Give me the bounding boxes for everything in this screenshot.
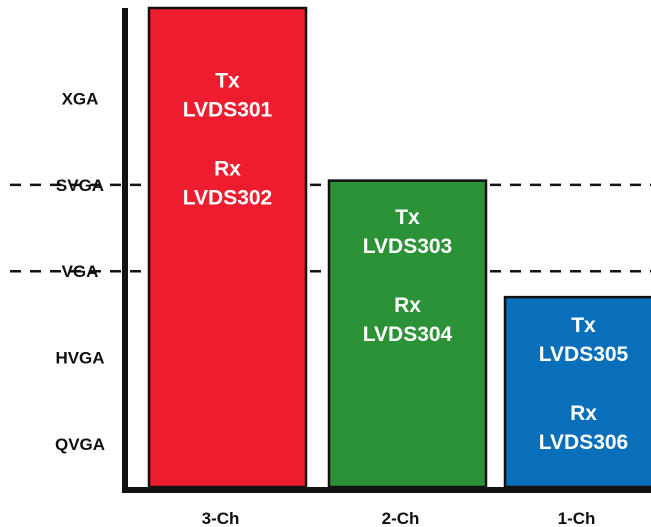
y-tick-label-xga: XGA	[62, 90, 99, 109]
bars	[147, 6, 651, 489]
bar-label-1-ch-2: Rx	[570, 402, 597, 425]
bar-label-3-ch-0: Tx	[215, 70, 240, 93]
bar-3-ch	[147, 6, 308, 489]
bar-2-ch	[327, 179, 488, 489]
y-tick-label-hvga: HVGA	[55, 349, 104, 368]
bar-label-2-ch-0: Tx	[395, 206, 420, 229]
x-tick-label-2-ch: 2-Ch	[382, 509, 420, 527]
axes	[122, 8, 651, 493]
x-tick-label-3-ch: 3-Ch	[202, 509, 240, 527]
bar-label-3-ch-3: LVDS302	[183, 187, 273, 210]
x-tick-label-1-ch: 1-Ch	[558, 509, 596, 527]
bar-label-3-ch-2: Rx	[214, 158, 241, 181]
bar-labels: Tx LVDS301 Rx LVDS302 Tx LVDS303 Rx LVDS304 Tx LV…	[183, 70, 629, 455]
bar-label-1-ch-0: Tx	[571, 314, 596, 337]
y-tick-label-qvga: QVGA	[55, 435, 105, 454]
y-tick-labels: QVGA HVGA VGA SVGA XGA	[55, 90, 105, 454]
bar-label-1-ch-1: LVDS305	[539, 343, 629, 366]
bar-label-2-ch-2: Rx	[394, 294, 421, 317]
bar-label-2-ch-3: LVDS304	[363, 323, 453, 346]
y-tick-label-vga: VGA	[62, 262, 99, 281]
x-tick-labels: 3-Ch 2-Ch 1-Ch	[202, 509, 596, 527]
y-tick-label-svga: SVGA	[56, 176, 104, 195]
bar-label-3-ch-1: LVDS301	[183, 99, 273, 122]
bar-label-1-ch-3: LVDS306	[539, 431, 629, 454]
bar-label-2-ch-1: LVDS303	[363, 235, 453, 258]
